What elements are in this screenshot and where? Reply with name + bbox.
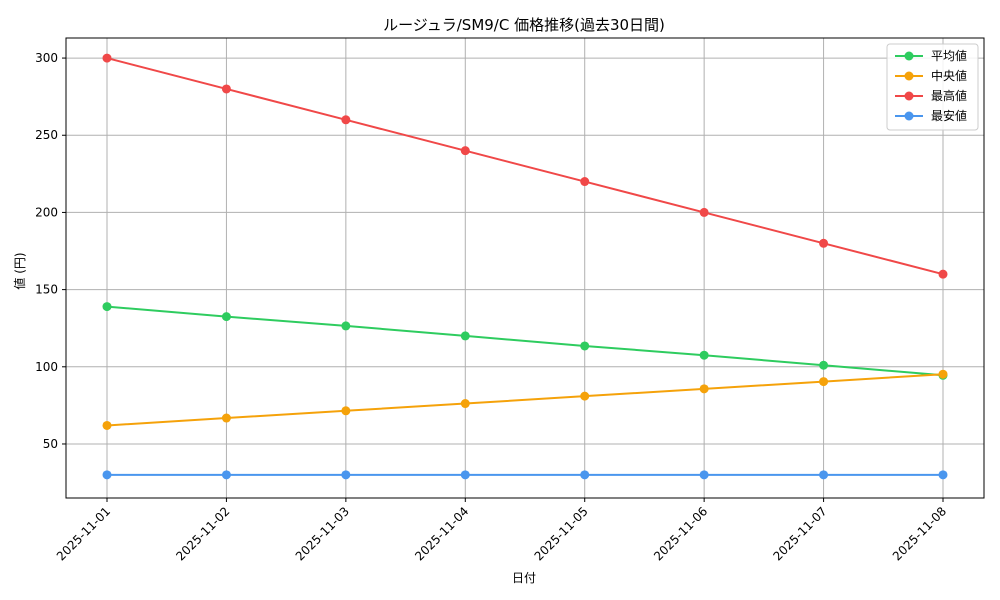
y-tick-label: 300: [35, 51, 58, 65]
series-line: [106, 373, 944, 427]
x-tick-label: 2025-11-04: [412, 504, 471, 563]
data-point: [221, 413, 231, 423]
y-tick-label: 250: [35, 128, 58, 142]
legend-marker: [904, 111, 914, 121]
data-point: [938, 470, 948, 480]
y-axis: 50 100 150 200 250 300: [35, 51, 66, 451]
series-0: [102, 302, 948, 380]
data-point: [341, 470, 351, 480]
legend-label: 中央値: [931, 68, 967, 83]
data-point: [580, 470, 590, 480]
data-point: [580, 177, 590, 187]
legend-label: 平均値: [931, 48, 967, 63]
data-point: [699, 207, 709, 217]
series-1: [102, 369, 948, 430]
x-tick-label: 2025-11-05: [532, 504, 591, 563]
series-3: [102, 470, 948, 480]
data-point: [102, 302, 112, 312]
x-axis-label: 日付: [512, 571, 536, 585]
y-tick-label: 150: [35, 283, 58, 297]
grid-lines: [66, 38, 984, 498]
legend-marker: [904, 91, 914, 101]
series-layer: [102, 53, 948, 480]
data-point: [580, 341, 590, 351]
data-point: [938, 269, 948, 279]
x-tick-label: 2025-11-08: [890, 504, 949, 563]
chart-title: ルージュラ/SM9/C 価格推移(過去30日間): [383, 16, 665, 34]
x-tick-label: 2025-11-06: [651, 504, 710, 563]
y-axis-label: 値 (円): [12, 252, 27, 289]
legend-entry: 最高値: [895, 88, 967, 103]
data-point: [819, 470, 829, 480]
x-tick-label: 2025-11-07: [770, 504, 829, 563]
data-point: [341, 115, 351, 125]
data-point: [580, 391, 590, 401]
data-point: [460, 331, 470, 341]
x-tick-label: 2025-11-01: [54, 504, 113, 563]
data-point: [221, 84, 231, 94]
data-point: [819, 377, 829, 387]
data-point: [699, 384, 709, 394]
legend-label: 最高値: [931, 88, 967, 103]
data-point: [102, 470, 112, 480]
data-point: [460, 399, 470, 409]
legend-marker: [904, 51, 914, 61]
x-axis: 2025-11-01 2025-11-02 2025-11-03 2025-11-04…: [54, 498, 949, 563]
y-tick-label: 200: [35, 205, 58, 219]
x-tick-label: 2025-11-03: [293, 504, 352, 563]
y-tick-label: 50: [43, 437, 58, 451]
data-point: [221, 470, 231, 480]
data-point: [460, 470, 470, 480]
data-point: [460, 146, 470, 156]
data-point: [819, 238, 829, 248]
plot-frame: [65, 37, 985, 499]
series-2: [102, 53, 948, 279]
data-point: [341, 406, 351, 416]
legend-marker: [904, 71, 914, 81]
x-tick-label: 2025-11-02: [173, 504, 232, 563]
legend-label: 最安値: [931, 108, 967, 123]
data-point: [341, 321, 351, 331]
legend-entry: 中央値: [895, 68, 967, 83]
data-point: [938, 369, 948, 379]
data-point: [699, 350, 709, 360]
legend-entry: 最安値: [895, 108, 967, 123]
data-point: [699, 470, 709, 480]
data-point: [221, 312, 231, 322]
data-point: [819, 360, 829, 370]
data-point: [102, 420, 112, 430]
series-line: [106, 305, 944, 377]
y-tick-label: 100: [35, 360, 58, 374]
series-line: [106, 57, 944, 276]
legend-box: [886, 43, 979, 131]
legend-entry: 平均値: [895, 48, 967, 63]
data-point: [102, 53, 112, 63]
